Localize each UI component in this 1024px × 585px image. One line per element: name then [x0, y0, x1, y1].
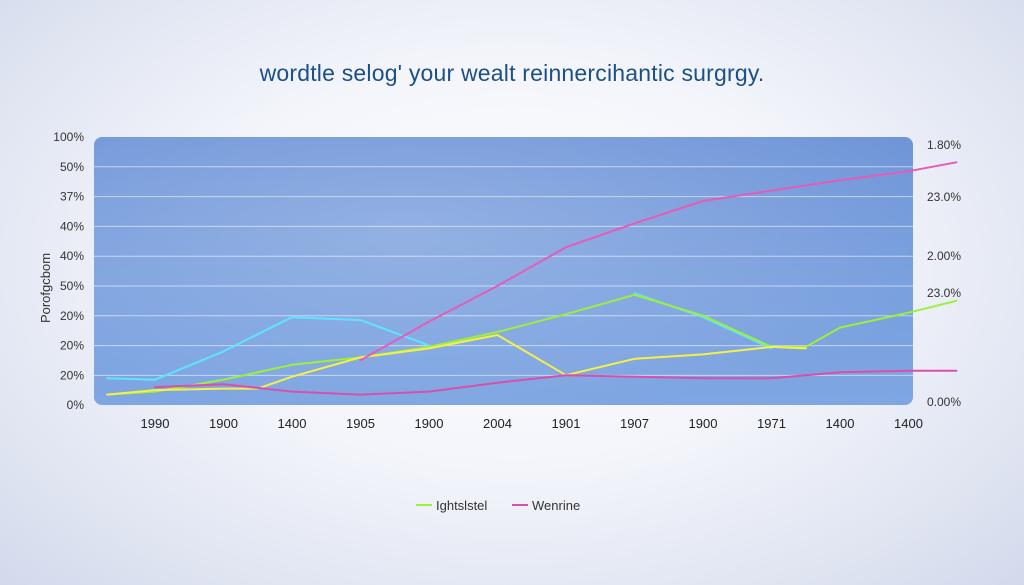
x-tick-label: 1901: [552, 416, 581, 431]
series-line-5: [154, 369, 958, 396]
y-tick-label-left: 0%: [67, 398, 85, 412]
y-tick-label-left: 20%: [60, 339, 84, 353]
x-axis: 1990 1900 1400 1905 1900 2004 1901 1907 1900 1971…: [141, 416, 923, 431]
y-tick-label-left: 37%: [60, 190, 84, 204]
legend-label: Ightslstel: [436, 498, 487, 513]
x-tick-label: 1400: [278, 416, 307, 431]
y-tick-label-left: 20%: [60, 309, 84, 323]
x-tick-label: 1400: [894, 416, 923, 431]
y-tick-label-right: 2.00%: [927, 249, 961, 263]
legend: Ightslstel Wenrine: [416, 498, 580, 513]
series-lines: [106, 161, 958, 396]
y-tick-label-right: 1.80%: [927, 138, 961, 152]
x-tick-label: 1971: [757, 416, 786, 431]
series-line-3: [106, 293, 958, 396]
y-tick-label-left: 40%: [60, 219, 84, 233]
y-tick-label-left: 20%: [60, 368, 84, 382]
chart-title: wordtle selog' your wealt reinnercihanti…: [259, 60, 765, 86]
gridlines: [94, 166, 913, 376]
y-tick-label-right: 0.00%: [927, 395, 961, 409]
y-axis-right: 1.80% 23.0% 2.00% 23.0% 0.00%: [927, 138, 961, 409]
y-tick-label-left: 50%: [60, 279, 84, 293]
x-tick-label: 1907: [620, 416, 649, 431]
y-tick-label-left: 50%: [60, 160, 84, 174]
x-tick-label: 1900: [689, 416, 718, 431]
y-axis-label: Porofgcbom: [38, 253, 53, 323]
legend-label: Wenrine: [532, 498, 580, 513]
x-tick-label: 1905: [346, 416, 375, 431]
series-line-6: [359, 161, 958, 362]
series-line-4: [106, 334, 807, 396]
x-tick-label: 1990: [141, 416, 170, 431]
x-tick-label: 1900: [209, 416, 238, 431]
y-tick-label-right: 23.0%: [927, 190, 961, 204]
x-tick-label: 1900: [415, 416, 444, 431]
y-axis-left: 100% 50% 37% 40% 40% 50% 20% 20% 20% 0%: [53, 130, 84, 412]
y-tick-label-left: 100%: [53, 130, 84, 144]
y-tick-label-left: 40%: [60, 249, 84, 263]
y-tick-label-right: 23.0%: [927, 286, 961, 300]
x-tick-label: 1400: [826, 416, 855, 431]
plot-area-glow: [94, 137, 913, 405]
series-line-1: [106, 316, 430, 381]
x-tick-label: 2004: [483, 416, 512, 431]
